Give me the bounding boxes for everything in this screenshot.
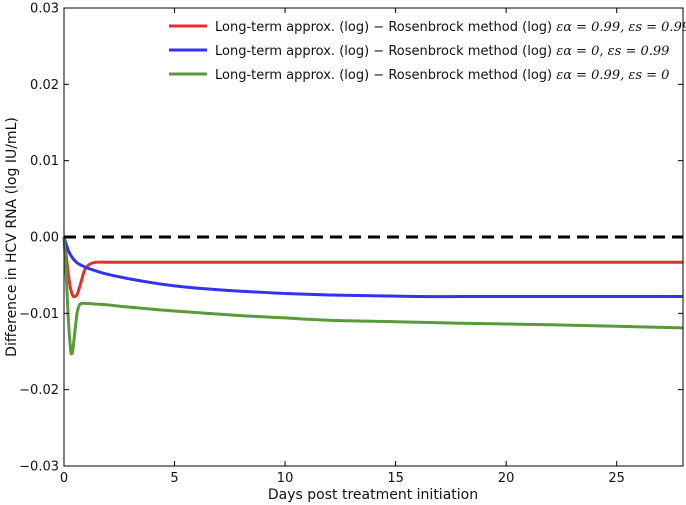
legend-label-math: εα = 0.99, εs = 0.99 <box>556 20 686 35</box>
y-tick-label: 0.03 <box>30 2 59 17</box>
series-line-3 <box>62 236 684 356</box>
x-tick-label: 0 <box>60 471 68 486</box>
x-tick-label: 20 <box>498 471 515 486</box>
y-tick-label: −0.01 <box>19 307 59 322</box>
legend: Long-term approx. (log) − Rosenbrock met… <box>169 20 686 83</box>
legend-label-text: Long-term approx. (log) − Rosenbrock met… <box>215 68 556 83</box>
legend-label-2: Long-term approx. (log) − Rosenbrock met… <box>215 44 669 59</box>
y-tick-label: 0.01 <box>30 154 59 169</box>
y-tick-label: −0.02 <box>19 383 59 398</box>
x-tick-label: 5 <box>170 471 178 486</box>
series-layer <box>62 236 684 356</box>
legend-label-math: εα = 0, εs = 0.99 <box>556 44 669 59</box>
y-tick-label: −0.03 <box>19 460 59 475</box>
legend-label-text: Long-term approx. (log) − Rosenbrock met… <box>215 20 556 35</box>
legend-label-1: Long-term approx. (log) − Rosenbrock met… <box>215 20 686 35</box>
x-axis-ticks: 0 5 10 15 20 25 <box>60 8 625 486</box>
y-axis-ticks: −0.03 −0.02 −0.01 0.00 0.01 0.02 0.03 <box>19 2 683 475</box>
x-axis-label: Days post treatment initiation <box>268 487 478 503</box>
x-tick-label: 25 <box>608 471 625 486</box>
y-tick-label: 0.02 <box>30 78 59 93</box>
x-tick-label: 15 <box>387 471 404 486</box>
legend-label-3: Long-term approx. (log) − Rosenbrock met… <box>215 68 669 83</box>
legend-label-text: Long-term approx. (log) − Rosenbrock met… <box>215 44 556 59</box>
series-line-2 <box>62 236 683 299</box>
y-tick-label: 0.00 <box>30 231 59 246</box>
y-axis-label: Difference in HCV RNA (log IU/mL) <box>4 117 20 357</box>
x-tick-label: 10 <box>277 471 294 486</box>
series-line-1 <box>62 236 683 299</box>
legend-label-math: εα = 0.99, εs = 0 <box>556 68 669 83</box>
